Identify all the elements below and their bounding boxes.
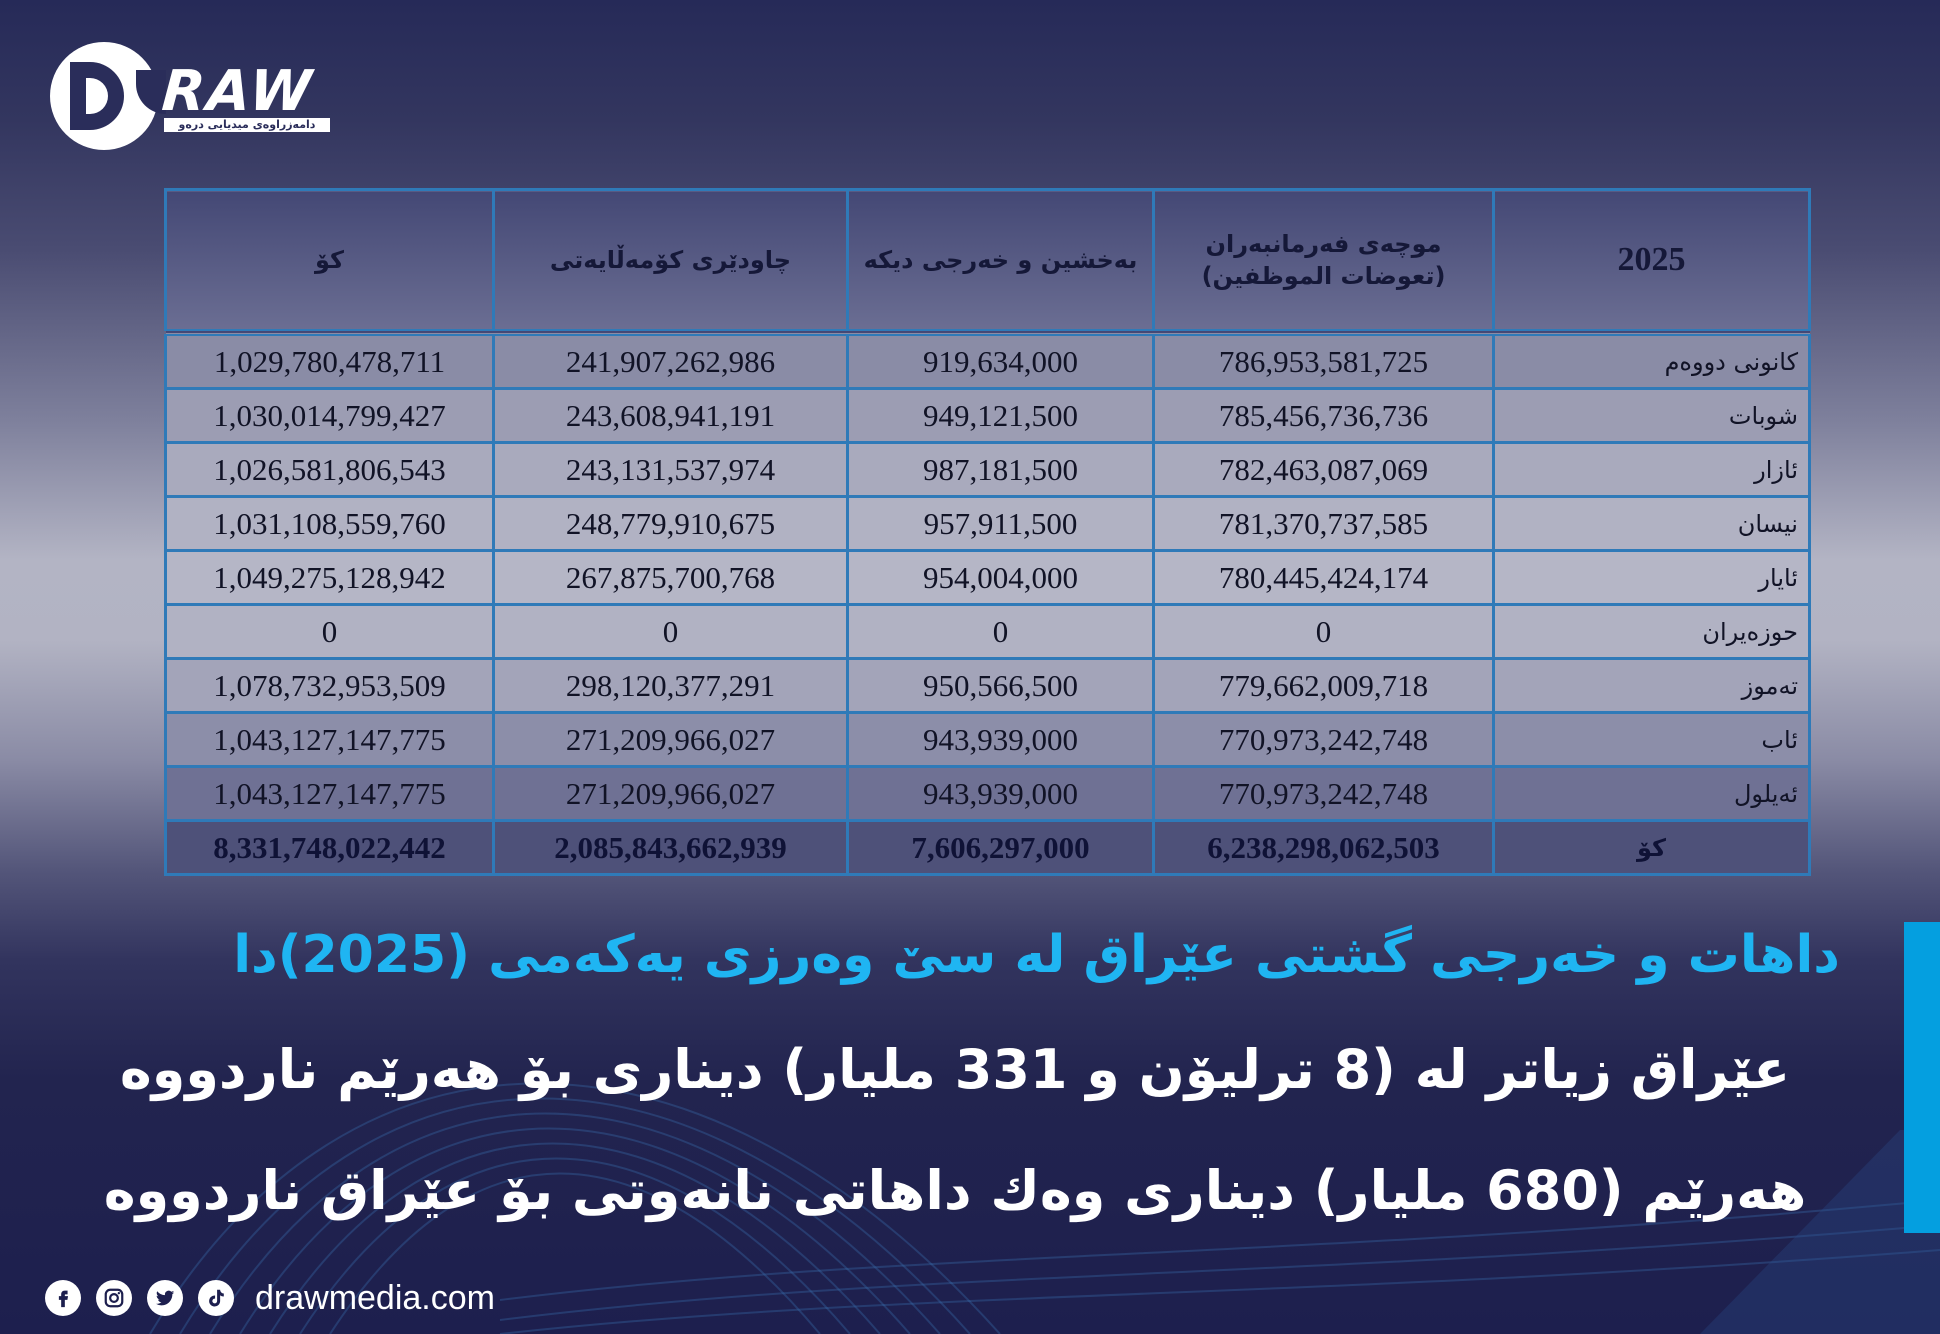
cell-grants: 943,939,000 bbox=[846, 765, 1155, 822]
header-social-welfare: چاودێری کۆمەڵایەتی bbox=[492, 188, 849, 336]
tiktok-icon[interactable] bbox=[198, 1280, 234, 1316]
subline-1: عێراق زیاتر لە (8 ترلیۆن و 331 ملیار) دی… bbox=[119, 1038, 1791, 1101]
cell-month: شوبات bbox=[1492, 387, 1811, 444]
cell-social: 248,779,910,675 bbox=[492, 495, 849, 552]
cell-salaries: 781,370,737,585 bbox=[1152, 495, 1495, 552]
cell-grants: 954,004,000 bbox=[846, 549, 1155, 606]
header-total: کۆ bbox=[164, 188, 495, 336]
cell-total: 1,043,127,147,775 bbox=[164, 711, 495, 768]
table-row: 1,043,127,147,775 271,209,966,027 943,93… bbox=[164, 765, 1811, 822]
cell-salaries: 770,973,242,748 bbox=[1152, 765, 1495, 822]
table-row: 1,026,581,806,543 243,131,537,974 987,18… bbox=[164, 441, 1811, 498]
cell-month: ئەیلول bbox=[1492, 765, 1811, 822]
cell-grants: 919,634,000 bbox=[846, 331, 1155, 390]
cell-salaries: 0 bbox=[1152, 603, 1495, 660]
website-link[interactable]: drawmedia.com bbox=[255, 1278, 495, 1317]
cell-month: ئازار bbox=[1492, 441, 1811, 498]
cell-month: تەموز bbox=[1492, 657, 1811, 714]
header-grants-other: بەخشین و خەرجی دیکە bbox=[846, 188, 1155, 336]
cell-salaries: 786,953,581,725 bbox=[1152, 331, 1495, 390]
cell-month: حوزەیران bbox=[1492, 603, 1811, 660]
cell-grants: 950,566,500 bbox=[846, 657, 1155, 714]
header-year: 2025 bbox=[1492, 188, 1811, 336]
cell-social: 298,120,377,291 bbox=[492, 657, 849, 714]
cell-salaries: 6,238,298,062,503 bbox=[1152, 819, 1495, 876]
cell-grants: 957,911,500 bbox=[846, 495, 1155, 552]
cell-total: 1,078,732,953,509 bbox=[164, 657, 495, 714]
accent-side-bar bbox=[1904, 922, 1940, 1233]
cell-month: ئایار bbox=[1492, 549, 1811, 606]
cell-social: 243,608,941,191 bbox=[492, 387, 849, 444]
cell-total: 1,049,275,128,942 bbox=[164, 549, 495, 606]
header-salaries: موچەی فەرمانبەران (تعوضات الموظفين) bbox=[1152, 188, 1495, 336]
instagram-icon[interactable] bbox=[96, 1280, 132, 1316]
cell-month: کۆ bbox=[1492, 819, 1811, 876]
cell-salaries: 782,463,087,069 bbox=[1152, 441, 1495, 498]
cell-month: ئاب bbox=[1492, 711, 1811, 768]
subline-2: هەرێم (680 ملیار) دیناری وەك داهاتی نانە… bbox=[103, 1159, 1807, 1222]
header-salaries-line2: (تعوضات الموظفين) bbox=[1201, 262, 1446, 290]
cell-total: 1,030,014,799,427 bbox=[164, 387, 495, 444]
header-salaries-line1: موچەی فەرمانبەران bbox=[1205, 229, 1442, 258]
cell-total: 1,031,108,559,760 bbox=[164, 495, 495, 552]
facebook-icon[interactable] bbox=[45, 1280, 81, 1316]
cell-social: 241,907,262,986 bbox=[492, 331, 849, 390]
cell-social: 243,131,537,974 bbox=[492, 441, 849, 498]
cell-social: 267,875,700,768 bbox=[492, 549, 849, 606]
twitter-icon[interactable] bbox=[147, 1280, 183, 1316]
cell-grants: 949,121,500 bbox=[846, 387, 1155, 444]
cell-grants: 7,606,297,000 bbox=[846, 819, 1155, 876]
table-row: 1,043,127,147,775 271,209,966,027 943,93… bbox=[164, 711, 1811, 768]
draw-logo: RAW دامەزراوەی میدیایی درەو bbox=[50, 42, 350, 154]
cell-total: 0 bbox=[164, 603, 495, 660]
cell-social: 271,209,966,027 bbox=[492, 765, 849, 822]
table-row: 1,030,014,799,427 243,608,941,191 949,12… bbox=[164, 387, 1811, 444]
table-row: 1,078,732,953,509 298,120,377,291 950,56… bbox=[164, 657, 1811, 714]
cell-social: 2,085,843,662,939 bbox=[492, 819, 849, 876]
cell-total: 1,043,127,147,775 bbox=[164, 765, 495, 822]
table-row: 1,049,275,128,942 267,875,700,768 954,00… bbox=[164, 549, 1811, 606]
cell-salaries: 785,456,736,736 bbox=[1152, 387, 1495, 444]
cell-social: 271,209,966,027 bbox=[492, 711, 849, 768]
footer: drawmedia.com bbox=[45, 1276, 495, 1320]
cell-salaries: 770,973,242,748 bbox=[1152, 711, 1495, 768]
cell-total: 8,331,748,022,442 bbox=[164, 819, 495, 876]
logo-wordmark: RAW bbox=[159, 59, 316, 124]
cell-salaries: 779,662,009,718 bbox=[1152, 657, 1495, 714]
budget-table: کۆ چاودێری کۆمەڵایەتی بەخشین و خەرجی دیک… bbox=[164, 188, 1811, 876]
cell-grants: 987,181,500 bbox=[846, 441, 1155, 498]
table-total-row: 8,331,748,022,442 2,085,843,662,939 7,60… bbox=[164, 819, 1811, 876]
table-header-row: کۆ چاودێری کۆمەڵایەتی بەخشین و خەرجی دیک… bbox=[164, 188, 1811, 336]
cell-grants: 943,939,000 bbox=[846, 711, 1155, 768]
table-row: 1,029,780,478,711 241,907,262,986 919,63… bbox=[164, 331, 1811, 390]
headline: داهات و خەرجی گشتی عێراق لە سێ وەرزی یەک… bbox=[233, 925, 1840, 985]
cell-total: 1,026,581,806,543 bbox=[164, 441, 495, 498]
table-row: 0 0 0 0 حوزەیران bbox=[164, 603, 1811, 660]
table-row: 1,031,108,559,760 248,779,910,675 957,91… bbox=[164, 495, 1811, 552]
cell-month: کانونی دووەم bbox=[1492, 331, 1811, 390]
logo-tagline: دامەزراوەی میدیایی درەو bbox=[164, 118, 330, 132]
cell-social: 0 bbox=[492, 603, 849, 660]
cell-total: 1,029,780,478,711 bbox=[164, 331, 495, 390]
cell-grants: 0 bbox=[846, 603, 1155, 660]
cell-month: نیسان bbox=[1492, 495, 1811, 552]
cell-salaries: 780,445,424,174 bbox=[1152, 549, 1495, 606]
logo-circle-icon bbox=[50, 42, 166, 150]
